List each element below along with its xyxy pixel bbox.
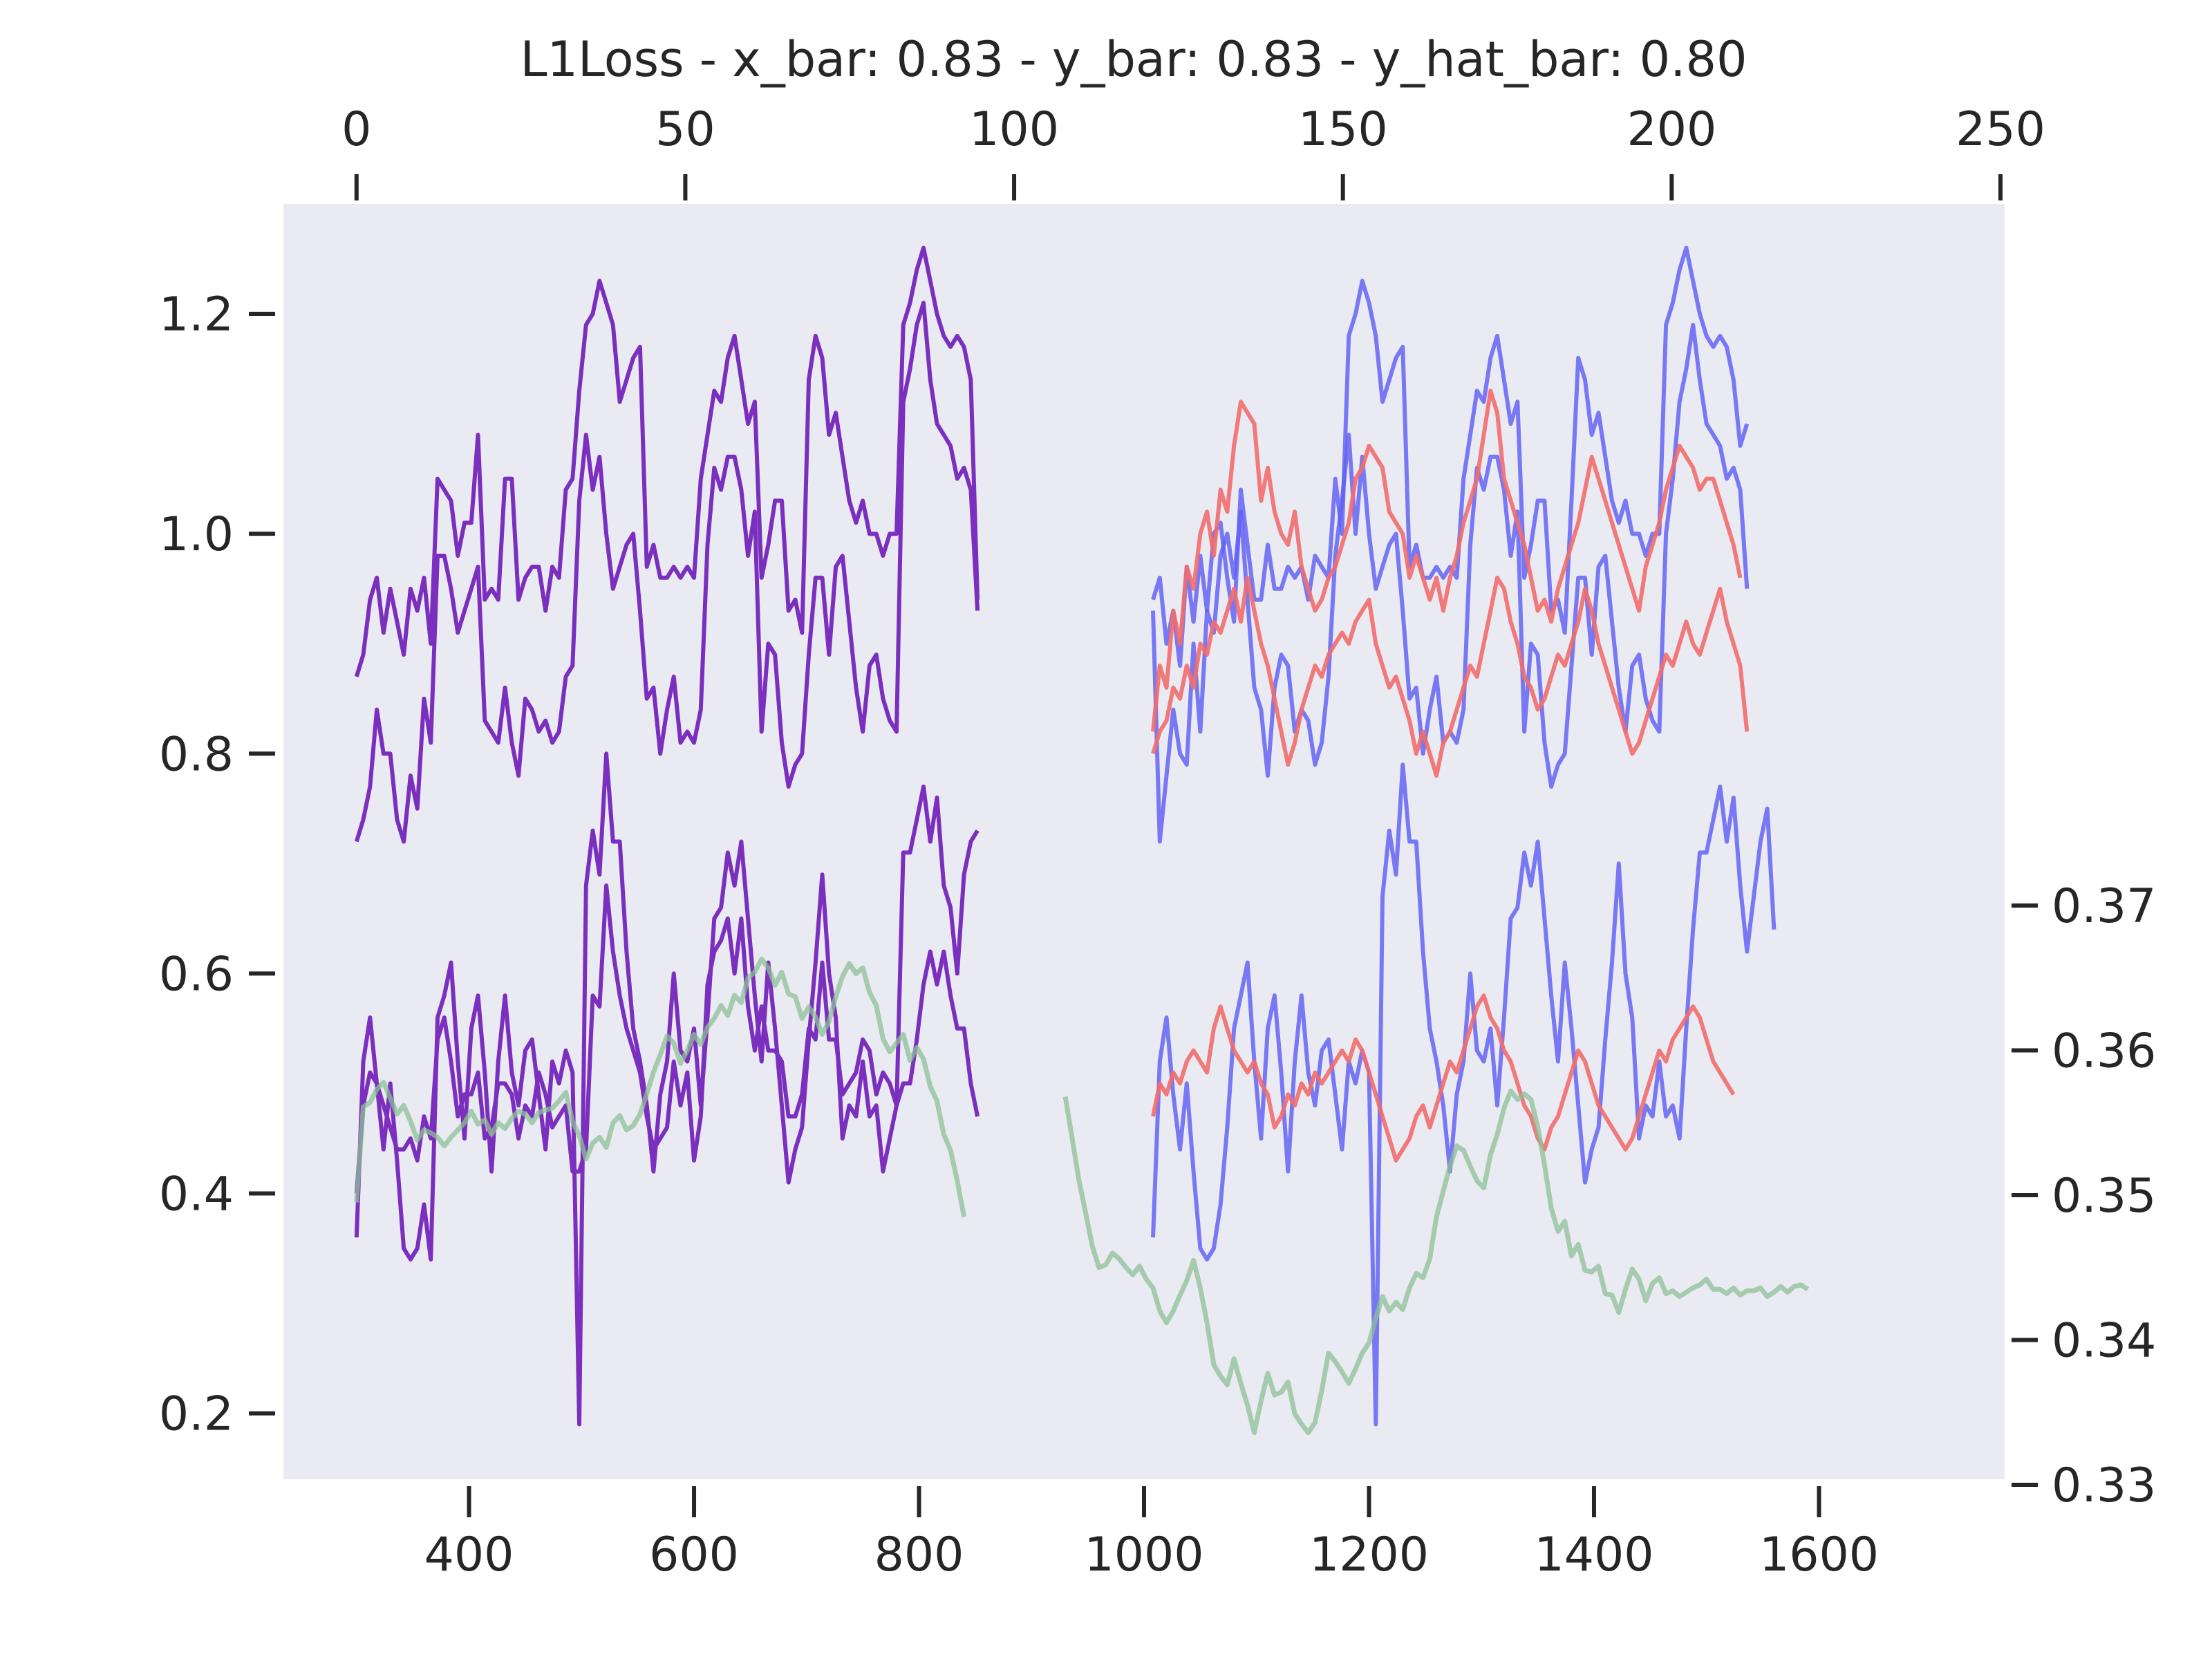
y-left-tick-label: 1.0: [159, 507, 234, 562]
x-bottom-tick-label: 1200: [1309, 1528, 1429, 1582]
y-left-tick-label: 0.8: [159, 727, 234, 782]
y-right-tick-label: 0.37: [2052, 879, 2156, 934]
y-right-tick-label: 0.33: [2052, 1459, 2156, 1513]
y-right-tick-label: 0.35: [2052, 1169, 2156, 1224]
series-line-9: [1151, 575, 1750, 778]
y-left-tick-label: 0.4: [159, 1167, 234, 1221]
x-bottom-tick-label: 1400: [1534, 1528, 1653, 1582]
axis-layer: 400 600 800 1000 1200 1400 1600 0 50 100 150 200 250…: [159, 102, 2157, 1582]
series-line-10: [1151, 993, 1736, 1163]
series-line-1: [354, 245, 980, 677]
series-line-11: [354, 957, 967, 1218]
series-line-12: [1062, 1088, 1810, 1436]
y-right-tick-label: 0.34: [2052, 1314, 2156, 1369]
x-top-tick-label: 50: [655, 102, 715, 157]
x-top-tick-label: 0: [341, 102, 371, 157]
series-line-5: [1151, 245, 1750, 668]
x-bottom-tick-label: 800: [874, 1528, 964, 1582]
series-line-4: [354, 883, 980, 1194]
series-line-3: [354, 751, 980, 1427]
x-bottom-tick-label: 1000: [1084, 1528, 1203, 1582]
y-left-tick-label: 0.2: [159, 1387, 234, 1442]
x-top-tick-label: 100: [969, 102, 1059, 157]
y-left-tick-label: 0.6: [159, 947, 234, 1002]
x-top-tick-label: 250: [1956, 102, 2045, 157]
x-bottom-tick-label: 400: [424, 1528, 514, 1582]
x-bottom-tick-label: 600: [649, 1528, 739, 1582]
y-left-tick-label: 1.2: [159, 288, 234, 342]
series-line-7: [1151, 762, 1777, 1427]
series-line-2: [354, 301, 980, 844]
chart-title: L1Loss - x_bar: 0.83 - y_bar: 0.83 - y_h…: [520, 31, 1747, 88]
x-top-tick-label: 200: [1627, 102, 1716, 157]
series-line-8: [1151, 388, 1743, 732]
series-layer: [354, 245, 1810, 1436]
y-right-tick-label: 0.36: [2052, 1024, 2156, 1079]
plot-background: [283, 204, 2005, 1479]
x-top-tick-label: 150: [1298, 102, 1388, 157]
x-bottom-tick-label: 1600: [1759, 1528, 1879, 1582]
